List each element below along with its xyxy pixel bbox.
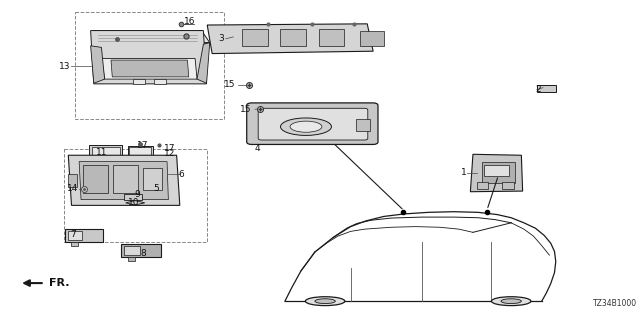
Bar xyxy=(124,246,140,255)
Text: TZ34B1000: TZ34B1000 xyxy=(593,300,637,308)
Text: 14: 14 xyxy=(67,184,78,193)
Ellipse shape xyxy=(97,149,115,156)
Ellipse shape xyxy=(315,299,335,304)
Ellipse shape xyxy=(323,35,339,43)
Bar xyxy=(502,181,514,188)
Bar xyxy=(537,84,556,92)
Text: FR.: FR. xyxy=(49,278,70,288)
Bar xyxy=(356,119,370,131)
Bar xyxy=(133,79,145,84)
Bar xyxy=(65,229,103,242)
Polygon shape xyxy=(101,43,210,47)
FancyBboxPatch shape xyxy=(246,103,378,144)
Text: 17: 17 xyxy=(164,144,175,153)
Text: 6: 6 xyxy=(179,170,184,179)
Text: 2: 2 xyxy=(536,85,541,94)
Text: 10: 10 xyxy=(127,198,139,207)
Bar xyxy=(360,31,385,46)
Text: 1: 1 xyxy=(461,168,467,177)
Text: 13: 13 xyxy=(59,62,70,71)
Ellipse shape xyxy=(247,35,263,43)
Polygon shape xyxy=(127,257,135,260)
Bar xyxy=(243,29,268,46)
Bar xyxy=(124,194,141,200)
Text: 9: 9 xyxy=(134,190,140,199)
Polygon shape xyxy=(101,59,197,79)
Text: 8: 8 xyxy=(140,249,146,258)
Bar xyxy=(280,29,306,46)
Ellipse shape xyxy=(501,299,522,304)
Bar xyxy=(90,145,122,160)
Ellipse shape xyxy=(492,297,531,306)
Text: 15: 15 xyxy=(225,80,236,89)
Polygon shape xyxy=(79,162,168,200)
Bar xyxy=(92,147,120,158)
Bar xyxy=(75,12,225,119)
Bar xyxy=(113,165,138,193)
Polygon shape xyxy=(93,31,210,43)
Bar xyxy=(477,181,488,188)
Polygon shape xyxy=(68,155,180,205)
Bar xyxy=(127,146,153,159)
Polygon shape xyxy=(91,46,104,83)
Polygon shape xyxy=(197,43,210,83)
Ellipse shape xyxy=(290,121,322,132)
Bar xyxy=(154,79,166,84)
Ellipse shape xyxy=(280,118,332,135)
Text: 3: 3 xyxy=(219,34,225,43)
Ellipse shape xyxy=(305,297,345,306)
FancyBboxPatch shape xyxy=(258,108,368,140)
Polygon shape xyxy=(111,60,189,77)
Polygon shape xyxy=(72,242,78,246)
Polygon shape xyxy=(125,201,145,205)
Polygon shape xyxy=(470,154,523,192)
Text: 4: 4 xyxy=(255,144,260,153)
Bar xyxy=(319,29,344,46)
Text: 5: 5 xyxy=(153,184,159,193)
Text: 15: 15 xyxy=(239,105,251,114)
Bar xyxy=(83,165,108,193)
Bar xyxy=(129,147,151,157)
Bar xyxy=(143,168,162,190)
Polygon shape xyxy=(91,31,207,84)
Bar xyxy=(121,244,161,257)
Bar xyxy=(68,231,82,240)
Text: 11: 11 xyxy=(96,148,107,156)
Text: 12: 12 xyxy=(164,149,175,158)
Bar xyxy=(484,165,509,176)
Bar xyxy=(482,162,515,183)
Polygon shape xyxy=(68,174,77,187)
Text: 17: 17 xyxy=(136,141,148,150)
Polygon shape xyxy=(207,24,373,53)
Text: 7: 7 xyxy=(70,230,76,239)
Text: 16: 16 xyxy=(184,17,196,26)
Bar xyxy=(64,149,207,243)
Ellipse shape xyxy=(285,35,301,43)
